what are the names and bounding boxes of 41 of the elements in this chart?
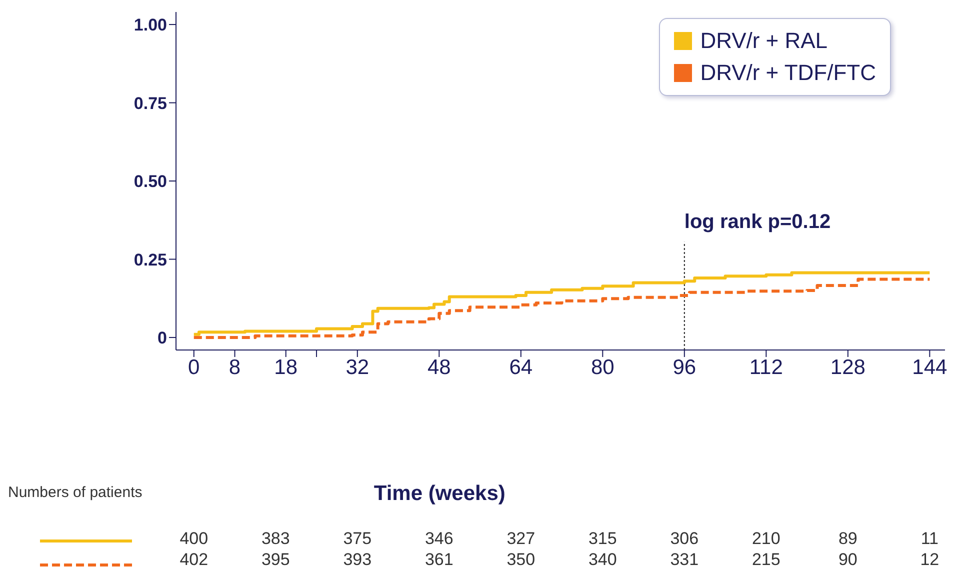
y-tick-label: 0 [158,328,167,348]
text: 306 [669,529,700,549]
x-tick-label: 144 [912,356,948,379]
x-tick-label: 0 [188,356,200,379]
y-tick-label: 0.75 [134,94,167,113]
x-tick-label: 112 [749,356,783,379]
text: 331 [669,550,700,570]
y-tick-label: 0.50 [134,172,167,192]
text: 361 [424,550,454,570]
text: 375 [342,529,373,549]
text: 11 [920,529,940,549]
text: 12 [919,550,940,570]
text: 215 [750,550,782,570]
text: 90 [837,550,858,570]
x-tick-label: 64 [509,356,533,379]
text: 383 [260,529,291,549]
text: 393 [342,550,373,570]
x-tick-label: 32 [346,356,370,379]
y-tick-label: 0.25 [134,250,167,270]
text: 346 [424,529,454,549]
y-tick-label: 1.00 [134,16,167,35]
x-axis-title: Time (weeks) [374,482,506,506]
x-tick-label: 96 [672,356,696,379]
text: 89 [837,529,858,549]
x-tick-label: 128 [830,356,866,379]
text: 400 [178,529,210,549]
text: Numbers of patients [8,484,142,501]
text: 315 [587,529,618,549]
annotation: log rank p=0.12 [684,210,831,233]
x-tick-label: 48 [427,356,451,379]
legend-label: DRV/r + RAL [700,27,828,55]
text: 395 [260,550,291,570]
x-tick-label: 18 [274,356,298,379]
text: 402 [178,550,210,570]
text: 340 [587,550,618,570]
x-tick-label: 8 [228,356,241,379]
text: 350 [506,550,536,570]
x-tick-label: 80 [590,356,614,379]
text: 210 [750,529,782,549]
text: 327 [506,529,536,549]
legend-label: DRV/r + TDF/FTC [700,59,876,87]
